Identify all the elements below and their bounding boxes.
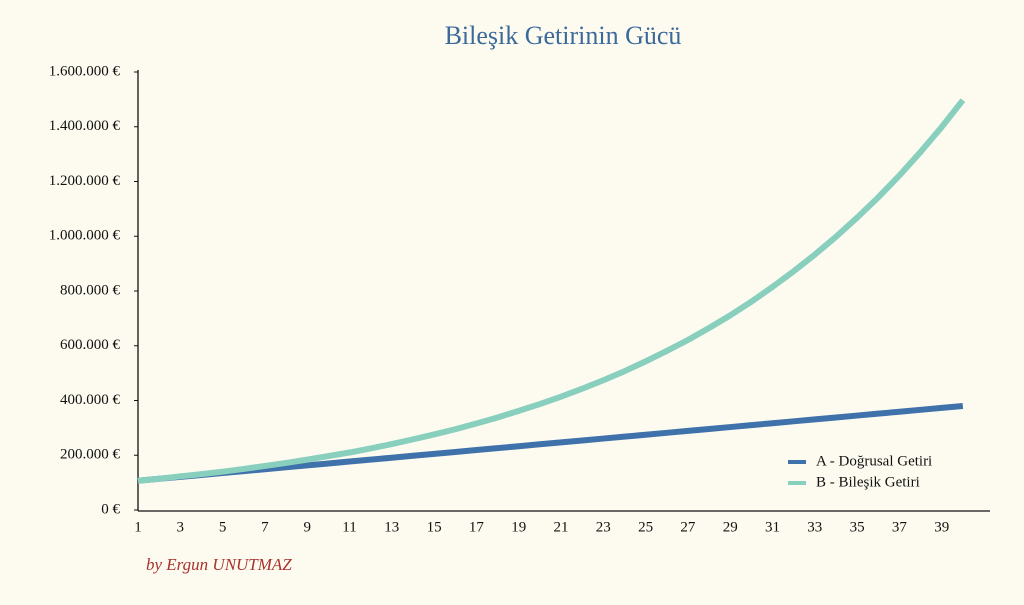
x-tick-label: 9	[303, 519, 311, 535]
x-tick-label: 15	[427, 519, 442, 535]
x-tick-label: 31	[765, 519, 780, 535]
x-tick-label: 7	[261, 519, 269, 535]
legend-label: A - Doğrusal Getiri	[816, 453, 932, 469]
x-tick-label: 27	[680, 519, 696, 535]
x-tick-label: 35	[850, 519, 865, 535]
x-tick-label: 1	[134, 519, 142, 535]
y-tick-label: 600.000 €	[60, 337, 121, 353]
y-tick-label: 400.000 €	[60, 392, 121, 408]
x-tick-label: 3	[177, 519, 185, 535]
x-tick-label: 39	[934, 519, 949, 535]
x-tick-label: 13	[384, 519, 399, 535]
x-tick-label: 17	[469, 519, 485, 535]
y-tick-label: 1.400.000 €	[49, 118, 121, 134]
y-tick-label: 1.200.000 €	[49, 173, 121, 189]
x-tick-label: 37	[892, 519, 908, 535]
series-line	[137, 98, 966, 484]
x-tick-label: 11	[342, 519, 356, 535]
x-tick-label: 33	[807, 519, 822, 535]
y-tick-label: 200.000 €	[60, 447, 121, 463]
y-tick-label: 1.000.000 €	[49, 228, 121, 244]
chart-title: Bileşik Getirinin Gücü	[445, 21, 682, 50]
x-tick-label: 25	[638, 519, 653, 535]
author-annotation: by Ergun UNUTMAZ	[146, 555, 292, 574]
y-tick-label: 800.000 €	[60, 282, 121, 298]
x-tick-label: 5	[219, 519, 227, 535]
series-line	[137, 402, 964, 484]
x-tick-label: 29	[723, 519, 738, 535]
x-tick-label: 19	[511, 519, 526, 535]
legend-label: B - Bileşik Getiri	[816, 474, 920, 490]
x-tick-label: 23	[596, 519, 611, 535]
y-tick-label: 0 €	[101, 501, 120, 517]
x-tick-label: 21	[554, 519, 569, 535]
y-tick-label: 1.600.000 €	[49, 63, 121, 79]
